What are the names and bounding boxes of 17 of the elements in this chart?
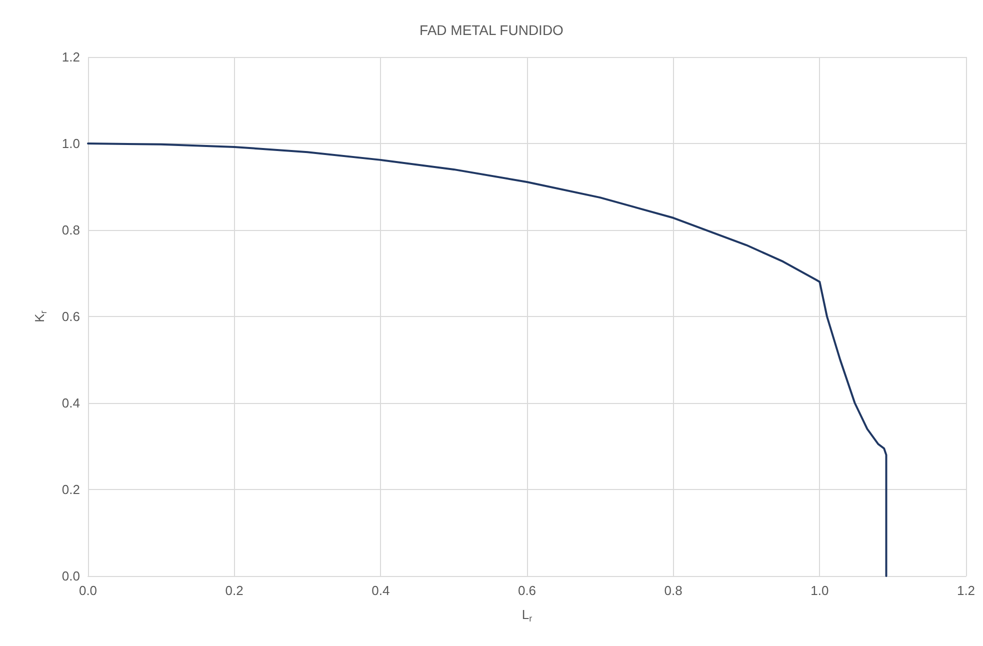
x-tick-label: 0.6: [518, 583, 536, 598]
y-axis-title: Kr: [32, 310, 48, 322]
x-tick-label: 1.0: [810, 583, 829, 598]
chart-title: FAD METAL FUNDIDO: [420, 22, 564, 38]
y-tick-label: 1.0: [62, 136, 80, 151]
y-tick-label: 0.2: [62, 482, 80, 497]
y-tick-label: 0.4: [62, 396, 80, 410]
x-tick-label: 0.0: [78, 583, 98, 598]
x-tick-label: 1.2: [956, 583, 976, 598]
y-tick-label: 0.6: [62, 309, 80, 324]
y-tick-label: 1.2: [62, 50, 80, 64]
x-tick-label: 0.2: [225, 583, 244, 598]
y-tick-label: 0.8: [62, 222, 80, 238]
line-series: [87, 142, 888, 577]
x-tick-label: 0.8: [664, 583, 682, 598]
x-tick-label: 0.4: [372, 583, 390, 598]
y-tick-label: 0.0: [62, 568, 80, 584]
